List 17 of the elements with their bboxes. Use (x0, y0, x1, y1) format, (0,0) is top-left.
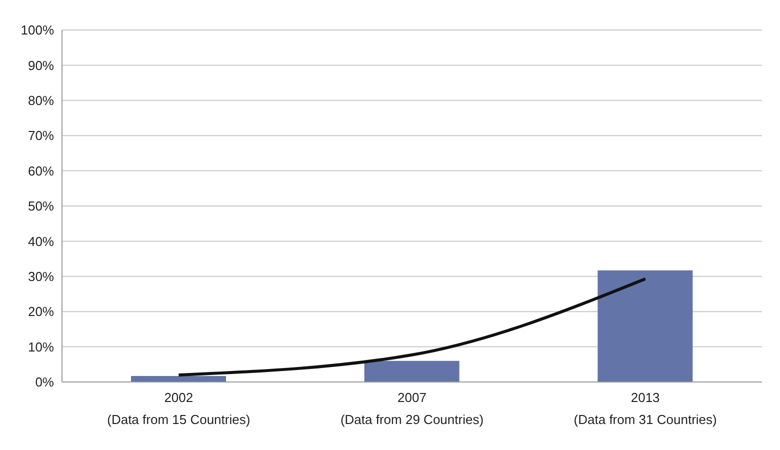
y-tick-label: 60% (28, 163, 54, 178)
y-tick-label: 10% (28, 339, 54, 354)
x-tick-label: 2013 (Data from 31 Countries) (574, 390, 717, 427)
x-tick-label: 2007 (Data from 29 Countries) (340, 390, 484, 427)
y-tick-label: 80% (28, 93, 54, 108)
bar (364, 360, 460, 382)
y-tick-label: 0% (35, 374, 54, 390)
y-tick-label: 70% (28, 128, 54, 144)
x-tick-label: 2002 (Data from 15 Countries) (107, 390, 250, 427)
y-tick-label: 100% (20, 22, 54, 38)
y-tick-label: 40% (28, 234, 54, 249)
y-tick-label: 90% (28, 58, 54, 73)
y-tick-label: 20% (28, 304, 54, 320)
y-tick-label: 30% (28, 269, 54, 284)
bar (598, 270, 693, 382)
y-tick-label: 50% (28, 198, 54, 214)
bar (131, 376, 226, 382)
